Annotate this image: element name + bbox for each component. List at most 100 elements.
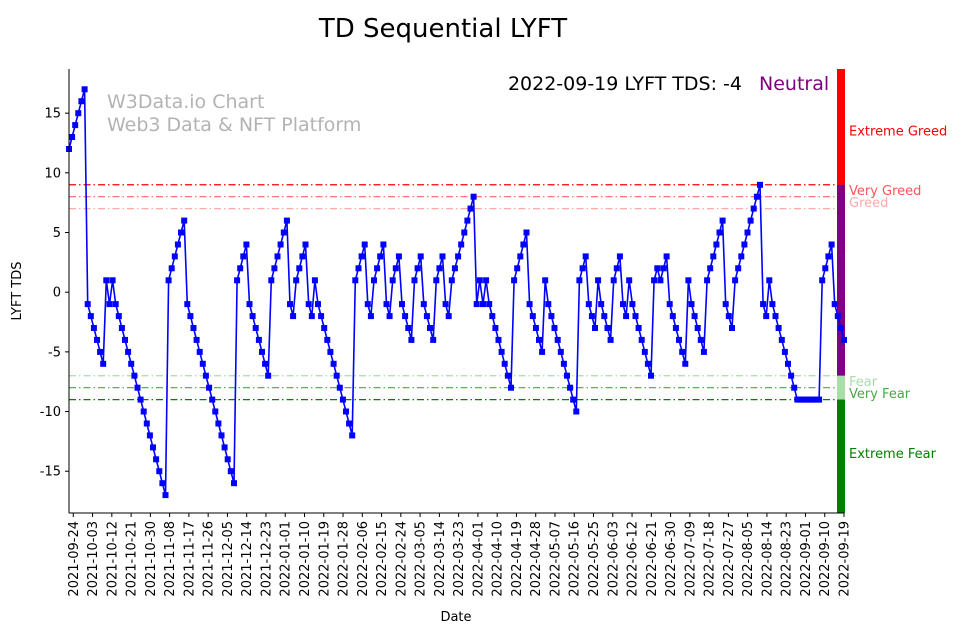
x-tick-label: 2022-09-19	[838, 521, 853, 597]
data-point	[722, 301, 729, 308]
data-point	[455, 253, 462, 260]
data-point	[573, 408, 580, 415]
data-point	[252, 325, 259, 331]
data-point	[813, 396, 819, 403]
data-point	[118, 325, 125, 331]
x-tick-label: 2022-02-15	[375, 521, 390, 597]
data-point	[243, 241, 250, 248]
data-point	[819, 277, 826, 284]
chart-title: TD Sequential LYFT	[318, 14, 567, 44]
data-point	[361, 241, 368, 248]
y-tick-label: -15	[40, 465, 61, 480]
data-point	[461, 229, 468, 236]
series-lyft-tds	[66, 86, 847, 499]
data-point	[638, 336, 645, 343]
data-point	[199, 360, 206, 367]
status-text: 2022-09-19 LYFT TDS: -4	[508, 73, 742, 95]
data-point	[691, 313, 698, 320]
data-point	[548, 313, 555, 320]
data-point	[321, 325, 328, 331]
data-point	[511, 277, 518, 284]
data-point	[402, 313, 409, 320]
x-axis-label: Date	[440, 610, 471, 625]
data-point	[688, 301, 695, 308]
data-point	[339, 396, 346, 403]
data-point	[800, 396, 807, 403]
data-point	[209, 396, 216, 403]
data-point	[579, 265, 586, 272]
x-tick-label: 2022-04-10	[491, 521, 506, 597]
data-point	[495, 336, 502, 343]
data-point	[598, 301, 605, 308]
watermark-line-2: Web3 Data & NFT Platform	[107, 114, 361, 136]
data-point	[115, 313, 122, 320]
data-point	[122, 336, 128, 343]
y-axis-label: LYFT TDS	[10, 262, 25, 321]
data-point	[414, 265, 421, 272]
data-point	[364, 301, 371, 308]
data-point	[557, 348, 564, 355]
data-point	[137, 396, 144, 403]
data-point	[803, 396, 810, 403]
data-point	[536, 336, 542, 343]
data-point	[358, 253, 365, 260]
x-tick-label: 2022-03-05	[414, 521, 429, 597]
y-tick-label: -10	[40, 405, 61, 420]
data-point	[442, 301, 449, 308]
data-point	[806, 396, 813, 403]
data-point	[84, 301, 91, 308]
data-point	[719, 217, 726, 224]
x-tick-label: 2021-12-14	[240, 521, 255, 597]
data-point	[532, 325, 539, 331]
x-tick-label: 2022-01-28	[337, 521, 352, 597]
data-point	[146, 432, 153, 439]
data-point	[623, 313, 630, 320]
data-point	[237, 265, 244, 272]
x-tick-label: 2022-09-10	[818, 521, 833, 597]
series-line	[68, 89, 845, 496]
zone-label: Greed	[849, 196, 888, 211]
reference-lines	[69, 184, 844, 401]
data-point	[352, 277, 359, 284]
data-point	[187, 313, 194, 320]
data-point	[592, 325, 598, 331]
data-point	[153, 456, 160, 463]
data-point	[729, 325, 735, 331]
data-point	[542, 277, 549, 284]
data-point	[221, 444, 228, 451]
x-tick-label: 2021-11-26	[202, 521, 217, 597]
data-point	[601, 313, 608, 320]
data-point	[259, 348, 265, 355]
x-tick-label: 2022-05-25	[587, 521, 602, 597]
data-point	[757, 181, 763, 188]
data-point	[582, 253, 589, 260]
data-point	[704, 277, 711, 284]
data-point	[255, 336, 262, 343]
data-point	[775, 325, 782, 331]
data-point	[430, 336, 437, 343]
data-point	[676, 336, 682, 343]
data-point	[716, 229, 723, 236]
data-point	[327, 348, 334, 355]
data-point	[797, 396, 804, 403]
data-point	[377, 253, 384, 260]
data-point	[750, 205, 757, 212]
side-bar-segment	[837, 69, 845, 185]
x-tick-label: 2021-10-03	[86, 521, 101, 597]
data-point	[439, 253, 446, 260]
data-point	[103, 277, 110, 284]
data-point	[150, 444, 156, 451]
data-point	[483, 277, 490, 284]
x-tick-label: 2022-08-14	[760, 521, 775, 597]
data-point	[78, 98, 85, 105]
x-tick-label: 2022-07-18	[703, 521, 718, 597]
data-point	[545, 301, 552, 308]
data-point	[206, 384, 213, 391]
data-point	[458, 241, 465, 248]
data-point	[744, 229, 751, 236]
zone-label: Extreme Greed	[849, 125, 947, 140]
x-tick-label: 2022-06-03	[606, 521, 621, 597]
data-point	[828, 241, 835, 248]
data-point	[330, 360, 337, 367]
data-point	[570, 396, 577, 403]
